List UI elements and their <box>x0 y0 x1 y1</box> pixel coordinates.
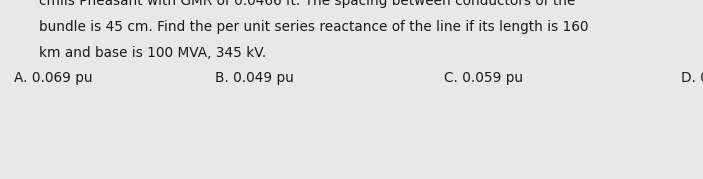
Text: B. 0.049 pu: B. 0.049 pu <box>215 71 294 85</box>
Text: C. 0.059 pu: C. 0.059 pu <box>444 71 524 85</box>
Text: D. 0.039 pu: D. 0.039 pu <box>681 71 703 85</box>
Text: A. 0.069 pu: A. 0.069 pu <box>14 71 92 85</box>
Text: km and base is 100 MVA, 345 kV.: km and base is 100 MVA, 345 kV. <box>39 46 266 60</box>
Text: bundle is 45 cm. Find the per unit series reactance of the line if its length is: bundle is 45 cm. Find the per unit serie… <box>39 20 588 34</box>
Text: cmils Pheasant with GMR of 0.0466 ft. The spacing between conductors of the: cmils Pheasant with GMR of 0.0466 ft. Th… <box>39 0 575 8</box>
